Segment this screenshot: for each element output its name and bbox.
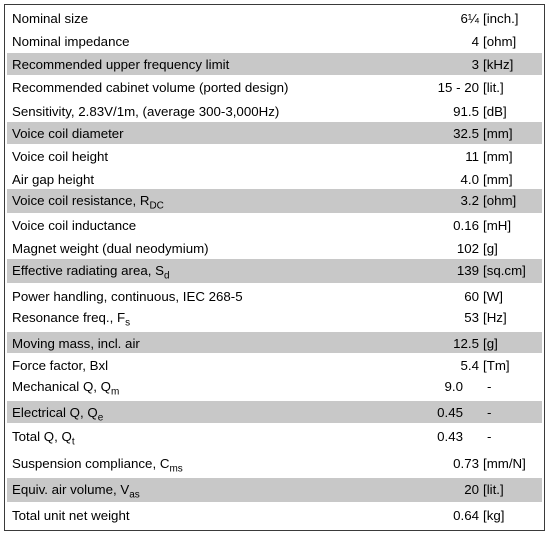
- spec-value: 91.5: [453, 104, 479, 119]
- spec-row: Voice coil diameter 32.5 [mm]: [7, 122, 542, 144]
- spec-parameter: Recommended cabinet volume (ported desig…: [12, 80, 289, 95]
- spec-parameter: Voice coil inductance: [12, 218, 137, 233]
- specifications-table: Nominal size 6¼ [inch.] Nominal impedance 4 […: [4, 4, 545, 531]
- spec-row: Nominal impedance 4 [ohm]: [7, 30, 542, 52]
- spec-value: 12.5: [453, 336, 479, 351]
- spec-parameter: Power handling, continuous, IEC 268-5: [12, 289, 243, 304]
- spec-row: Moving mass, incl. air 12.5 [g]: [7, 332, 542, 353]
- spec-value: 102: [456, 241, 479, 256]
- spec-row: Total unit net weight 0.64 [kg]: [7, 504, 542, 525]
- spec-parameter: Suspension compliance, Cms: [12, 456, 183, 475]
- spec-value: 0.64: [453, 508, 479, 523]
- spec-unit: [kHz]: [483, 57, 514, 72]
- spec-parameter: Equiv. air volume, Vas: [12, 482, 140, 501]
- spec-unit: [mm/N]: [483, 456, 526, 471]
- spec-unit: [ohm]: [483, 34, 517, 49]
- spec-unit: [sq.cm]: [483, 263, 526, 278]
- spec-unit: [inch.]: [483, 11, 519, 26]
- spec-row: Resonance freq., Fs 53 [Hz]: [7, 306, 542, 330]
- spec-subscript: as: [129, 489, 140, 501]
- spec-row: Effective radiating area, Sd 139 [sq.cm]: [7, 259, 542, 283]
- spec-parameter: Resonance freq., Fs: [12, 310, 131, 329]
- spec-subscript: ms: [169, 463, 183, 475]
- spec-row: Voice coil inductance 0.16 [mH]: [7, 214, 542, 236]
- spec-parameter: Air gap height: [12, 172, 95, 187]
- spec-row: Voice coil resistance, RDC 3.2 [ohm]: [7, 189, 542, 213]
- spec-unit: -: [487, 379, 492, 394]
- spec-parameter: Voice coil height: [12, 149, 109, 164]
- spec-unit: [g]: [483, 241, 498, 256]
- spec-parameter: Total Q, Qt: [12, 429, 75, 448]
- spec-parameter: Moving mass, incl. air: [12, 336, 140, 351]
- spec-value: 9.0: [444, 379, 464, 394]
- spec-value: 4: [471, 34, 479, 49]
- spec-value: 32.5: [453, 126, 479, 141]
- spec-parameter: Electrical Q, Qe: [12, 405, 104, 424]
- spec-unit: [lit.]: [483, 80, 504, 95]
- spec-row: Recommended upper frequency limit 3 [kHz]: [7, 53, 542, 75]
- spec-value: 11: [465, 149, 479, 164]
- spec-parameter: Mechanical Q, Qm: [12, 379, 120, 398]
- spec-value: 0.16: [453, 218, 479, 233]
- spec-unit: -: [487, 405, 492, 420]
- spec-parameter: Sensitivity, 2.83V/1m, (average 300-3,00…: [12, 104, 280, 119]
- spec-subscript: d: [164, 270, 170, 282]
- spec-row: Voice coil height 11 [mm]: [7, 145, 542, 167]
- spec-value: 139: [456, 263, 479, 278]
- spec-unit: [kg]: [483, 508, 505, 523]
- spec-unit: [W]: [483, 289, 503, 304]
- spec-row: Air gap height 4.0 [mm]: [7, 168, 542, 189]
- spec-unit: [mm]: [483, 149, 513, 164]
- spec-row: Power handling, continuous, IEC 268-5 60 […: [7, 285, 542, 305]
- spec-value: 20: [464, 482, 479, 497]
- spec-unit: [Hz]: [483, 310, 507, 325]
- spec-row: Sensitivity, 2.83V/1m, (average 300-3,00…: [7, 100, 542, 121]
- spec-value: 4.0: [460, 172, 480, 187]
- spec-unit: [lit.]: [483, 482, 504, 497]
- spec-value: 60: [464, 289, 479, 304]
- spec-row: Equiv. air volume, Vas 20 [lit.]: [7, 478, 542, 502]
- spec-row: Total Q, Qt 0.43 -: [7, 425, 542, 450]
- spec-value: 0.73: [453, 456, 479, 471]
- spec-parameter: Effective radiating area, Sd: [12, 263, 170, 282]
- spec-subscript: DC: [149, 200, 164, 212]
- spec-parameter: Voice coil resistance, RDC: [12, 193, 164, 212]
- spec-value: 6¼: [460, 11, 480, 26]
- spec-subscript: s: [125, 317, 131, 329]
- spec-parameter: Force factor, Bxl: [12, 358, 109, 373]
- spec-row: Force factor, Bxl 5.4 [Tm]: [7, 354, 542, 374]
- spec-row: Recommended cabinet volume (ported desig…: [7, 76, 542, 98]
- spec-unit: [ohm]: [483, 193, 517, 208]
- spec-unit: [g]: [483, 336, 498, 351]
- spec-unit: [Tm]: [483, 358, 510, 373]
- spec-parameter: Voice coil diameter: [12, 126, 124, 141]
- spec-row: Mechanical Q, Qm 9.0 -: [7, 375, 542, 400]
- spec-row: Electrical Q, Qe 0.45 -: [7, 401, 542, 423]
- spec-value: 15 - 20: [437, 80, 479, 95]
- spec-value: 5.4: [460, 358, 480, 373]
- spec-row: Magnet weight (dual neodymium) 102 [g]: [7, 237, 542, 258]
- spec-parameter: Nominal impedance: [12, 34, 130, 49]
- spec-value: 3.2: [460, 193, 480, 208]
- spec-unit: [mm]: [483, 172, 513, 187]
- spec-unit: [dB]: [483, 104, 507, 119]
- spec-value: 53: [464, 310, 479, 325]
- spec-value: 0.45: [437, 405, 463, 420]
- spec-subscript: m: [111, 386, 120, 398]
- spec-parameter: Total unit net weight: [12, 508, 130, 523]
- spec-value: 0.43: [437, 429, 463, 444]
- spec-row: Nominal size 6¼ [inch.]: [7, 7, 542, 29]
- spec-value: 3: [471, 57, 479, 72]
- spec-subscript: t: [71, 436, 75, 448]
- spec-parameter: Nominal size: [12, 11, 89, 26]
- spec-parameter: Recommended upper frequency limit: [12, 57, 230, 72]
- spec-unit: [mm]: [483, 126, 513, 141]
- spec-unit: [mH]: [483, 218, 512, 233]
- spec-parameter: Magnet weight (dual neodymium): [12, 241, 209, 256]
- spec-row: Suspension compliance, Cms 0.73 [mm/N]: [7, 452, 542, 476]
- spec-unit: -: [487, 429, 492, 444]
- spec-subscript: e: [97, 412, 104, 424]
